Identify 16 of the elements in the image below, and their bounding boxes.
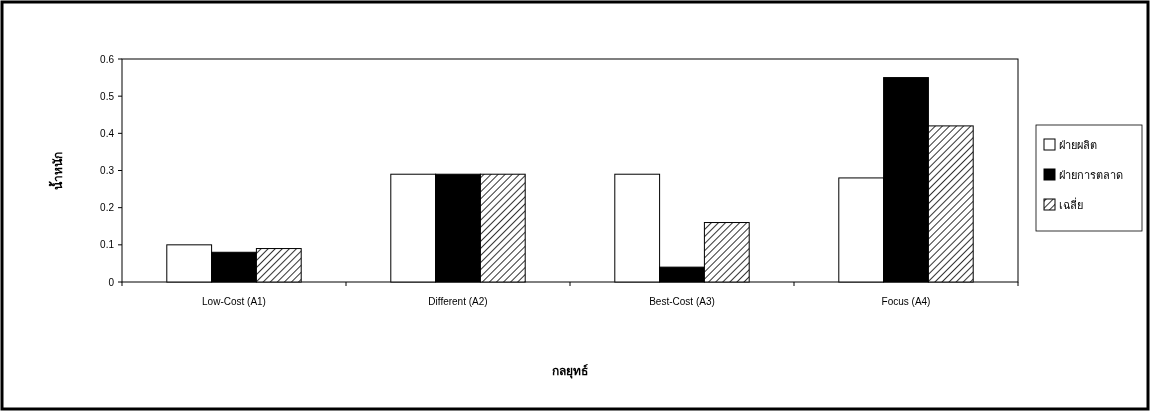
y-tick-label: 0.2 [100,202,115,214]
y-tick-label: 0.5 [100,90,115,102]
x-tick-label: Low-Cost (A1) [202,296,266,307]
y-tick-label: 0.6 [100,53,115,65]
y-tick-label: 0.3 [100,165,115,176]
y-tick-label: 0 [108,276,115,288]
legend-label: เฉลี่ย [1059,197,1083,211]
x-tick-label: Different (A2) [428,296,488,307]
x-tick-label: Focus (A4) [881,296,931,307]
y-tick-label: 0.4 [100,127,115,139]
legend-label: ฝ่ายผลิต [1059,139,1097,151]
y-tick-label: 0.1 [100,239,115,251]
legend-label: ฝ่ายการตลาด [1059,169,1123,181]
y-axis-title: น้ำหนัก [48,151,65,190]
x-axis-title: กลยุทธ์ [552,364,588,379]
x-tick-label: Best-Cost (A3) [649,296,715,307]
